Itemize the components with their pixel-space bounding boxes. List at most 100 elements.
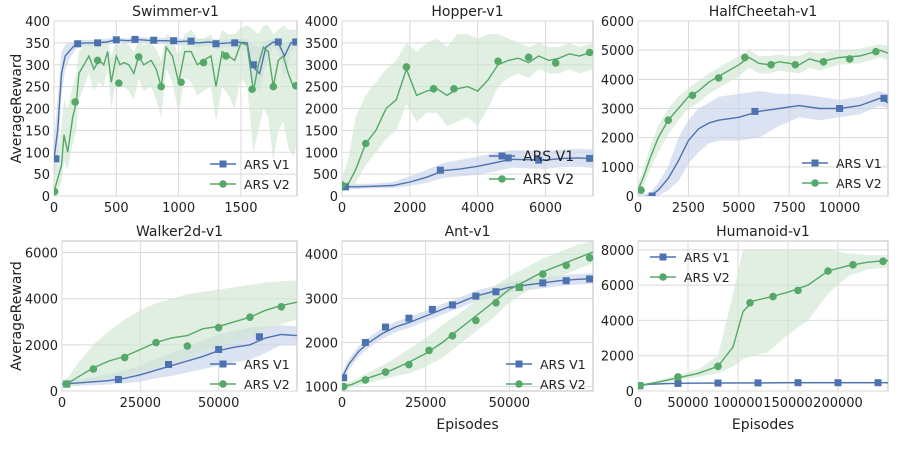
y-tick-label: 3000 bbox=[305, 59, 338, 74]
data-point bbox=[269, 82, 278, 91]
confidence-band bbox=[54, 25, 297, 196]
data-point bbox=[134, 53, 143, 61]
series-line bbox=[342, 251, 593, 388]
data-point bbox=[562, 261, 571, 270]
data-point bbox=[769, 292, 777, 301]
y-axis-label: AverageReward bbox=[9, 261, 25, 371]
data-point bbox=[714, 74, 723, 82]
x-tick-label: 0 bbox=[338, 396, 346, 411]
legend-marker bbox=[659, 253, 667, 261]
data-point bbox=[291, 81, 297, 90]
data-point bbox=[648, 192, 656, 196]
chart-title: Humanoid-v1 bbox=[716, 224, 810, 240]
y-tick-label: 0 bbox=[50, 385, 58, 400]
y-tick-label: 4000 bbox=[25, 293, 58, 308]
legend-label: ARS V2 bbox=[540, 377, 586, 392]
data-point bbox=[874, 379, 882, 387]
data-point bbox=[714, 362, 722, 371]
data-point bbox=[879, 257, 887, 266]
legend-marker bbox=[515, 380, 523, 388]
legend-marker bbox=[515, 360, 523, 368]
series-line bbox=[62, 301, 297, 385]
y-tick-label: 300 bbox=[25, 59, 50, 74]
panel-ant-v1: 1000 2000 3000 4000 0 25000 50000 Ant-v1 Episode… bbox=[305, 224, 594, 433]
confidence-band bbox=[342, 148, 593, 190]
y-tick-label: 200 bbox=[25, 103, 50, 118]
data-point bbox=[586, 154, 593, 162]
y-tick-label: 0 bbox=[626, 190, 634, 205]
data-point bbox=[187, 37, 195, 45]
y-tick-label: 3500 bbox=[305, 37, 338, 52]
confidence-band bbox=[638, 91, 888, 196]
data-point bbox=[472, 316, 480, 325]
series-area bbox=[638, 249, 888, 390]
data-point bbox=[54, 187, 59, 196]
legend-marker bbox=[219, 160, 227, 168]
legend: ARS V1 ARS V2 bbox=[506, 357, 586, 392]
confidence-band bbox=[638, 249, 888, 387]
chart-title: Hopper-v1 bbox=[431, 4, 503, 20]
series-line bbox=[342, 157, 593, 188]
data-point bbox=[425, 346, 433, 355]
legend-label: ARS V2 bbox=[523, 172, 574, 188]
y-tick-label: 150 bbox=[25, 124, 50, 139]
data-point bbox=[494, 57, 502, 66]
data-point bbox=[794, 379, 802, 387]
data-point bbox=[794, 286, 802, 295]
data-point bbox=[872, 47, 880, 56]
y-tick-label: 2500 bbox=[305, 81, 338, 96]
data-point bbox=[131, 35, 139, 43]
y-tick-label: 1000 bbox=[305, 381, 338, 396]
y-tick-label: 1000 bbox=[305, 146, 338, 161]
legend-marker bbox=[498, 175, 506, 183]
data-point bbox=[492, 288, 500, 296]
data-point bbox=[120, 353, 129, 362]
data-point bbox=[215, 345, 223, 353]
data-point bbox=[274, 38, 282, 46]
data-point bbox=[74, 40, 82, 48]
panel-swimmer-v1: 0 50 100 150 200 250 300 350 400 0 500 1000 1500 Swim… bbox=[9, 4, 298, 216]
data-point bbox=[492, 298, 500, 307]
data-point bbox=[361, 338, 369, 346]
data-point bbox=[472, 292, 480, 300]
data-point bbox=[688, 91, 697, 100]
legend: ARS V1 ARS V2 bbox=[802, 156, 882, 191]
legend-label: ARS V1 bbox=[244, 357, 290, 372]
data-point bbox=[746, 298, 754, 307]
data-point bbox=[836, 105, 844, 112]
data-point bbox=[177, 78, 185, 87]
data-point bbox=[112, 36, 120, 44]
legend: ARS V1 ARS V2 bbox=[210, 357, 290, 392]
x-tick-label: 0 bbox=[58, 396, 66, 411]
data-point bbox=[342, 382, 348, 391]
y-tick-label: 250 bbox=[25, 81, 50, 96]
data-point bbox=[562, 277, 570, 285]
y-tick-label: 5000 bbox=[601, 44, 634, 59]
data-point bbox=[277, 302, 286, 311]
data-point bbox=[638, 381, 644, 390]
legend-label: ARS V2 bbox=[684, 270, 730, 285]
y-tick-label: 4000 bbox=[601, 73, 634, 88]
data-point bbox=[791, 60, 800, 69]
series-area bbox=[54, 25, 297, 196]
data-point bbox=[638, 186, 645, 194]
data-point bbox=[114, 375, 122, 383]
data-point bbox=[214, 323, 223, 332]
y-tick-label: 500 bbox=[313, 168, 338, 183]
data-point bbox=[231, 39, 239, 47]
legend-label: ARS V1 bbox=[540, 357, 586, 372]
y-tick-label: 2000 bbox=[305, 103, 338, 118]
y-tick-label: 0 bbox=[42, 190, 50, 205]
data-point bbox=[429, 85, 438, 93]
legend-label: ARS V1 bbox=[836, 156, 882, 171]
y-tick-label: 400 bbox=[25, 15, 50, 30]
data-point bbox=[183, 342, 192, 350]
data-point bbox=[89, 365, 98, 373]
data-point bbox=[539, 279, 547, 287]
y-tick-label: 100 bbox=[25, 146, 50, 161]
chart-title: Ant-v1 bbox=[445, 224, 491, 240]
data-point bbox=[165, 360, 173, 368]
y-tick-label: 350 bbox=[25, 37, 50, 52]
y-tick-label: 4000 bbox=[601, 314, 634, 329]
legend-marker bbox=[659, 273, 667, 281]
